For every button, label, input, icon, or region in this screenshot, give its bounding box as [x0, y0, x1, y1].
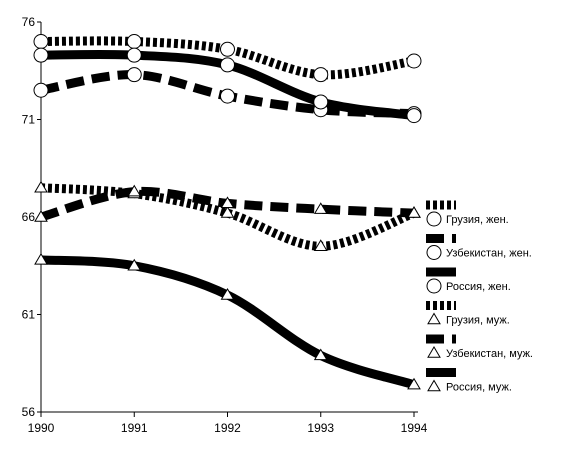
data-point-0-2: [220, 41, 235, 57]
x-tick-label: 1992: [214, 421, 241, 435]
data-point-5-3: [313, 348, 328, 361]
legend-label: Грузия, муж.: [446, 315, 510, 327]
data-point-2-0: [33, 47, 49, 63]
legend-label: Грузия, жен.: [446, 214, 509, 226]
legend-item: Россия, муж.: [426, 368, 512, 394]
markers-layer: [33, 34, 422, 390]
data-point-2-2: [220, 57, 235, 73]
y-tick-label: 61: [22, 308, 36, 322]
data-point-4-3: [313, 202, 328, 214]
data-point-1-1: [126, 67, 142, 83]
y-tick-label: 66: [22, 210, 36, 224]
data-point-4-1: [127, 184, 142, 197]
legend: Грузия, жен. Узбекистан, жен. Россия, жен.…: [426, 200, 533, 394]
legend-swatch-marker: [426, 278, 442, 294]
y-tick-label: 56: [22, 405, 36, 419]
legend-label: Узбекистан, муж.: [446, 348, 533, 360]
legend-swatch-marker: [427, 379, 441, 392]
legend-label: Россия, жен.: [446, 281, 511, 293]
legend-item: Узбекистан, муж.: [426, 334, 533, 360]
x-tick-label: 1994: [401, 421, 428, 435]
data-point-1-2: [220, 88, 235, 104]
legend-label: Россия, муж.: [446, 382, 512, 394]
legend-swatch-marker: [427, 312, 441, 325]
data-point-2-3: [313, 94, 329, 110]
series-line-5: [40, 255, 416, 390]
legend-swatch-marker: [426, 211, 442, 227]
data-point-5-0: [34, 252, 48, 265]
x-tick-label: 1991: [121, 421, 148, 435]
data-point-0-3: [313, 67, 329, 83]
series-line-3: [40, 183, 416, 251]
y-tick-label: 71: [22, 113, 36, 127]
legend-swatch-marker: [426, 245, 442, 260]
legend-item: Россия, жен.: [426, 267, 511, 294]
legend-item: Грузия, муж.: [426, 301, 510, 327]
x-tick-label: 1990: [28, 421, 55, 435]
data-point-2-4: [406, 108, 422, 124]
data-point-5-4: [407, 377, 421, 390]
axes-layer: 76 71 66 61 56 1990 1991 1992 1993 1994: [22, 15, 428, 435]
data-point-3-3: [313, 239, 328, 251]
data-point-3-0: [34, 180, 48, 193]
legend-swatch-marker: [427, 346, 441, 358]
legend-label: Узбекистан, жен.: [446, 248, 532, 260]
x-tick-label: 1993: [307, 421, 334, 435]
data-point-5-1: [127, 258, 142, 271]
data-point-4-4: [407, 206, 421, 218]
data-point-0-1: [126, 34, 142, 49]
legend-item: Грузия, жен.: [426, 200, 509, 227]
data-point-4-2: [220, 196, 235, 209]
data-point-1-0: [33, 82, 49, 98]
data-point-5-2: [220, 288, 235, 300]
data-point-4-0: [34, 210, 48, 222]
data-point-3-2: [220, 206, 235, 218]
data-point-2-1: [126, 47, 142, 63]
data-point-0-0: [33, 34, 49, 49]
data-point-0-4: [406, 53, 422, 69]
legend-item: Узбекистан, жен.: [426, 234, 532, 260]
y-tick-label: 76: [22, 15, 36, 29]
